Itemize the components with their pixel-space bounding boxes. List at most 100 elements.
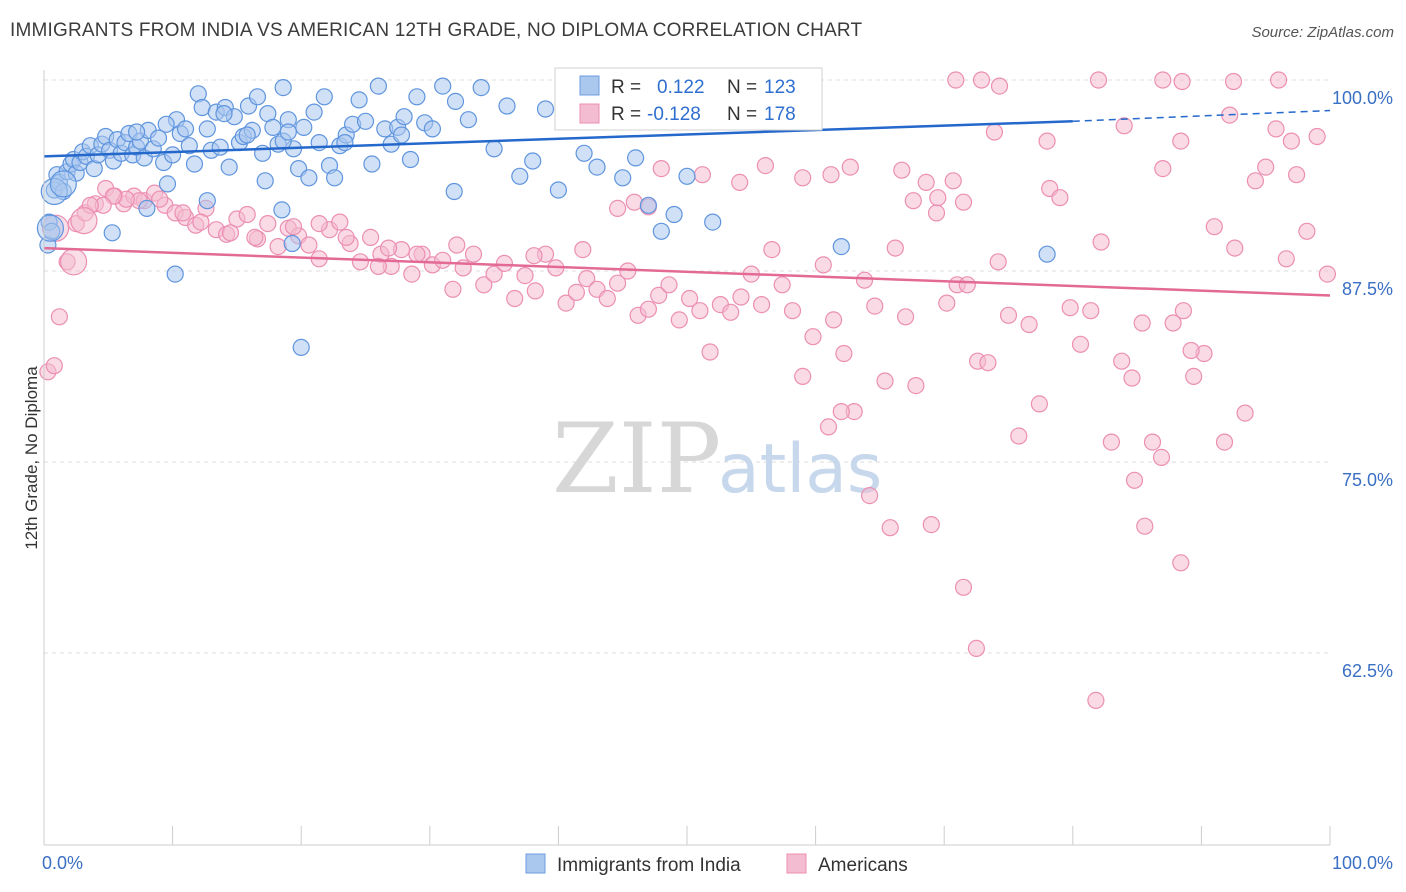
point-americans-49 xyxy=(526,282,544,300)
point-americans-140 xyxy=(947,71,965,89)
point-americans-133 xyxy=(967,639,986,658)
point-americans-106 xyxy=(1113,352,1131,370)
point-india-121 xyxy=(1038,245,1056,263)
point-americans-61 xyxy=(650,286,668,304)
point-india-88 xyxy=(485,140,503,158)
point-americans-113 xyxy=(1185,367,1203,385)
point-americans-30 xyxy=(331,213,349,231)
point-americans-62 xyxy=(660,276,678,294)
point-americans-129 xyxy=(860,487,879,505)
stats-r-value-1: 0.122 xyxy=(657,77,705,98)
point-americans-131 xyxy=(922,515,940,534)
point-india-108 xyxy=(128,123,146,141)
watermark-atlas: atlas xyxy=(718,430,882,509)
point-americans-107 xyxy=(1123,369,1141,387)
point-india-73 xyxy=(356,112,375,130)
point-americans-79 xyxy=(835,344,853,363)
point-india-large-2 xyxy=(49,170,77,198)
point-americans-72 xyxy=(763,241,781,259)
chart-title: IMMIGRANTS FROM INDIA VS AMERICAN 12TH G… xyxy=(10,20,863,41)
stats-box: R = 0.122 N = 123 R = -0.128 N = 178 xyxy=(554,67,823,131)
point-india-90 xyxy=(511,167,529,185)
trend-line-americans xyxy=(43,246,1331,297)
point-americans-33 xyxy=(362,228,380,246)
point-americans-135 xyxy=(1125,471,1144,489)
point-americans-118 xyxy=(1236,404,1254,422)
point-americans-78 xyxy=(824,311,843,329)
point-americans-47 xyxy=(506,289,524,308)
point-india-91 xyxy=(524,152,542,170)
point-india-103 xyxy=(704,213,722,231)
point-americans-176 xyxy=(310,215,328,233)
point-americans-64 xyxy=(680,289,699,308)
stats-swatch-pink xyxy=(579,103,600,124)
point-india-120 xyxy=(445,182,463,201)
point-americans-157 xyxy=(893,161,911,179)
point-americans-66 xyxy=(701,343,719,361)
point-india-66 xyxy=(315,88,333,106)
point-americans-96 xyxy=(1010,427,1028,445)
point-americans-154 xyxy=(929,189,947,207)
legend-label-india: Immigrants from India xyxy=(557,855,741,876)
point-americans-137 xyxy=(1152,448,1171,466)
point-americans-150 xyxy=(1172,132,1190,150)
point-india-99 xyxy=(639,196,658,214)
point-americans-128 xyxy=(832,403,850,421)
point-americans-143 xyxy=(1089,71,1108,89)
point-americans-73 xyxy=(773,276,791,294)
point-india-89 xyxy=(498,97,516,115)
point-americans-2 xyxy=(50,308,69,326)
point-americans-102 xyxy=(1071,335,1090,353)
point-india-101 xyxy=(665,205,683,224)
point-americans-74 xyxy=(783,302,802,320)
point-americans-182 xyxy=(151,190,169,208)
point-americans-123 xyxy=(1287,166,1306,184)
point-india-106 xyxy=(138,199,156,217)
point-india-33 xyxy=(158,175,177,193)
point-americans-144 xyxy=(1154,71,1172,89)
x-tick-label-right: 100.0% xyxy=(1332,853,1393,873)
point-americans-23 xyxy=(259,215,277,233)
y-tick-labels: 100.0% 87.5% 75.0% 62.5% xyxy=(1332,88,1393,681)
point-americans-104 xyxy=(1092,233,1110,251)
point-india-122 xyxy=(832,238,850,256)
point-americans-53 xyxy=(567,283,586,301)
point-americans-134 xyxy=(1087,691,1105,710)
point-americans-105 xyxy=(1102,433,1121,451)
point-americans-43 xyxy=(464,245,483,263)
point-americans-110 xyxy=(1154,160,1172,178)
point-americans-159 xyxy=(841,158,859,176)
point-americans-48 xyxy=(516,267,534,285)
point-americans-111 xyxy=(1164,314,1182,332)
point-india-110 xyxy=(198,192,216,210)
point-americans-177 xyxy=(284,218,303,236)
point-india-92 xyxy=(536,100,555,118)
legend-swatch-india xyxy=(525,853,546,874)
point-india-56 xyxy=(264,118,282,137)
point-india-80 xyxy=(401,150,420,169)
point-india-96 xyxy=(588,158,606,176)
point-americans-145 xyxy=(1173,72,1191,91)
point-americans-98 xyxy=(1030,395,1049,413)
point-india-74 xyxy=(363,155,381,173)
point-americans-83 xyxy=(876,372,894,390)
stats-r-label-2: R = xyxy=(611,104,641,125)
point-india-114 xyxy=(273,201,291,219)
point-india-111 xyxy=(215,104,233,123)
point-americans-124 xyxy=(1298,222,1316,240)
point-americans-44 xyxy=(475,276,493,294)
point-india-86 xyxy=(459,111,477,129)
point-americans-37 xyxy=(403,265,421,283)
point-india-84 xyxy=(434,77,452,95)
point-india-112 xyxy=(238,126,256,144)
stats-n-value-2: 178 xyxy=(764,104,796,125)
point-americans-152 xyxy=(1282,132,1301,150)
point-americans-165 xyxy=(652,160,670,178)
point-americans-94 xyxy=(989,253,1007,271)
point-americans-81 xyxy=(855,271,874,289)
point-americans-101 xyxy=(1061,299,1079,317)
stats-n-label-1: N = xyxy=(727,77,757,98)
point-americans-95 xyxy=(999,306,1018,324)
point-americans-41 xyxy=(444,280,462,298)
